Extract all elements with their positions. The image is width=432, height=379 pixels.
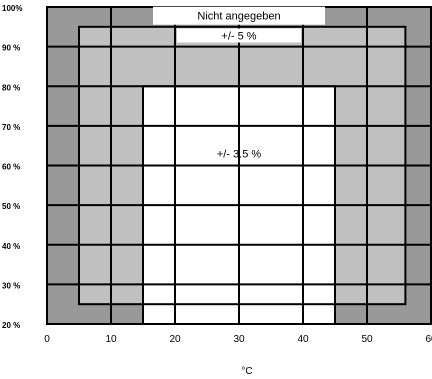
zone-label-text: Nicht angegeben — [197, 11, 280, 23]
zone-label-nicht-angegeben: Nicht angegeben — [153, 6, 325, 25]
y-axis-ticks: 20 % 30 % 40 % 50 % 60 % 70 % 80 % 90 % 100% — [2, 4, 22, 330]
zone-label-tolerance-3-5: +/- 3.5 % — [217, 149, 262, 161]
y-tick-label: 90 % — [2, 44, 20, 53]
y-tick-label: 30 % — [2, 281, 20, 290]
x-tick-label: 20 — [169, 334, 181, 345]
y-tick-label: 40 % — [2, 242, 20, 251]
zone-label-background — [177, 28, 301, 43]
x-tick-label: 60 — [425, 334, 432, 345]
y-tick-label: 70 % — [2, 123, 20, 132]
x-tick-label: 50 — [361, 334, 373, 345]
zone-outline — [78, 25, 407, 306]
grid-layer — [47, 7, 431, 324]
zone-label-tolerance-5: +/- 5 % — [177, 28, 301, 43]
y-tick-label: 80 % — [2, 83, 20, 92]
x-axis-ticks: 0 10 20 30 40 50 60 — [44, 334, 432, 345]
zone-label-background — [153, 6, 325, 25]
y-tick-label: 100% — [2, 4, 22, 13]
y-tick-label: 60 % — [2, 163, 20, 172]
y-tick-label: 50 % — [2, 202, 20, 211]
x-tick-label: 0 — [44, 334, 50, 345]
x-tick-label: 10 — [105, 334, 117, 345]
x-tick-label: 40 — [297, 334, 309, 345]
y-tick-label: 20 % — [2, 321, 20, 330]
x-axis-label: °C — [241, 366, 252, 377]
x-tick-label: 30 — [233, 334, 245, 345]
zone-label-layer: Nicht angegeben +/- 5 % +/- 3.5 % — [153, 6, 325, 161]
zone-label-text: +/- 5 % — [221, 31, 256, 43]
zone-label-text: +/- 3.5 % — [217, 149, 262, 161]
